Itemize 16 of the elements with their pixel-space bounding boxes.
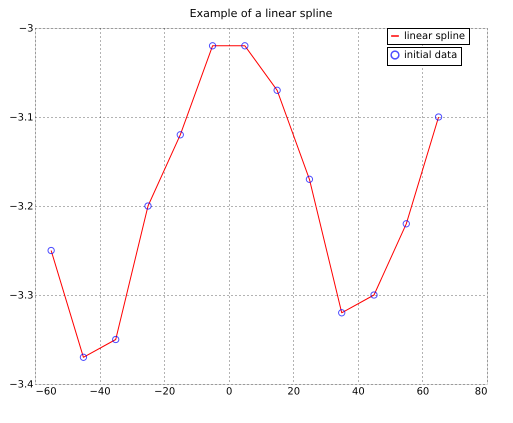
legend-label: linear spline bbox=[404, 31, 466, 42]
y-tick-label: −3.3 bbox=[9, 290, 34, 302]
x-tick-label: −40 bbox=[90, 386, 111, 398]
x-tick-label: −60 bbox=[36, 386, 57, 398]
y-tick-label: −3.2 bbox=[9, 202, 34, 212]
chart-title: Example of a linear spline bbox=[190, 7, 333, 20]
y-tick-label: −3.4 bbox=[9, 380, 34, 390]
x-tick-label: 60 bbox=[416, 386, 430, 398]
y-tick-label: −3.1 bbox=[9, 112, 34, 124]
x-tick-label: −20 bbox=[154, 386, 176, 398]
y-tick-label: −3 bbox=[18, 24, 34, 34]
x-tick-label: 80 bbox=[474, 386, 488, 398]
legend-label: initial data bbox=[404, 50, 458, 61]
x-tick-label: 20 bbox=[287, 386, 300, 398]
x-tick-label: 0 bbox=[226, 386, 232, 398]
x-tick-label: 40 bbox=[352, 386, 365, 398]
